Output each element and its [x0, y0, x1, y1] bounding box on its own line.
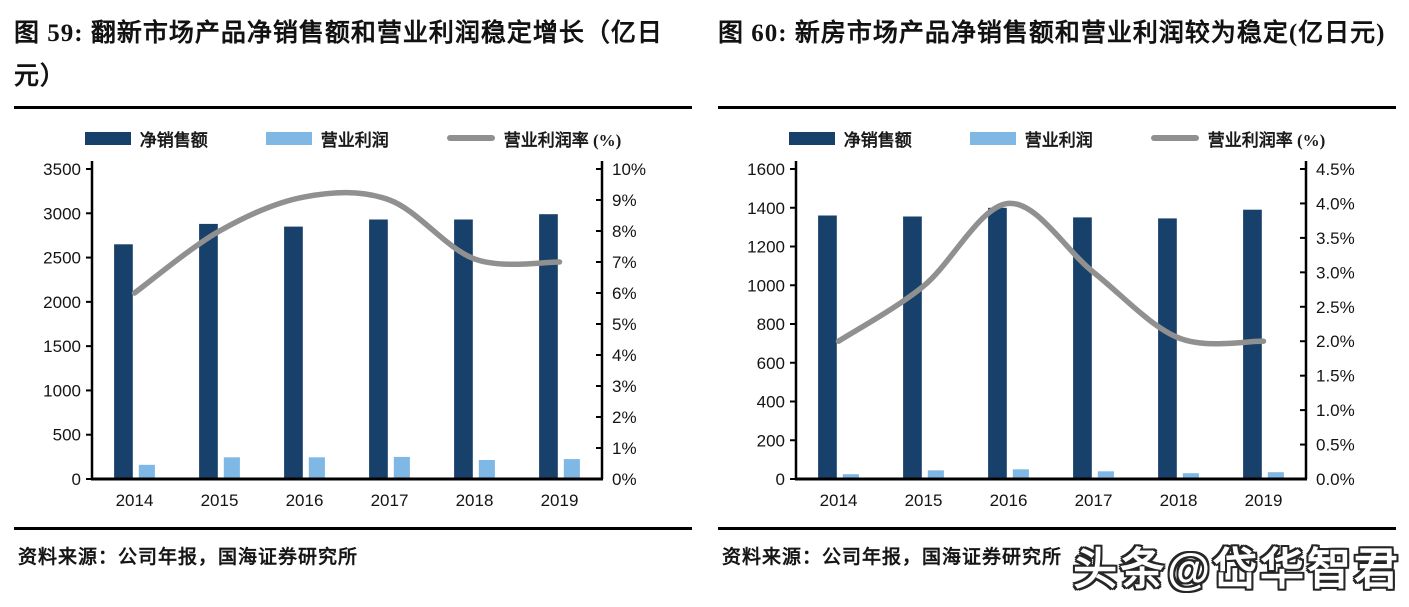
svg-text:0: 0 [72, 470, 81, 489]
figure-60-title-rule [718, 106, 1396, 109]
svg-text:2018: 2018 [456, 491, 494, 510]
figure-60-legend: 净销售额 营业利润 营业利润率 (%) [718, 126, 1396, 151]
svg-text:5%: 5% [612, 315, 637, 334]
svg-text:4.0%: 4.0% [1316, 194, 1355, 213]
figure-60-source: 资料来源：公司年报，国海证券研究所 [722, 547, 1063, 568]
svg-text:2015: 2015 [905, 491, 943, 510]
svg-text:2014: 2014 [116, 491, 154, 510]
svg-text:1600: 1600 [747, 160, 785, 179]
figure-59-title: 图 59: 翻新市场产品净销售额和营业利润稳定增长（亿日元） [14, 20, 663, 90]
svg-text:4.5%: 4.5% [1316, 160, 1355, 179]
svg-text:800: 800 [757, 315, 785, 334]
svg-text:2019: 2019 [1245, 491, 1283, 510]
net-sales-swatch-icon [788, 131, 835, 145]
chart-figure-60: 0 200 400 600 800 1000 1200 1400 1600 0.0% 0.5% 1.0… [747, 160, 1355, 510]
svg-text:8%: 8% [612, 222, 637, 241]
figure-59-source: 资料来源：公司年报，国海证券研究所 [18, 547, 359, 568]
operating-profit-swatch-icon [969, 131, 1016, 145]
svg-text:3000: 3000 [43, 204, 81, 223]
panel-figure-60: 图 60: 新房市场产品净销售额和营业利润较为稳定(亿日元) 净销售额 营业利润… [718, 4, 1396, 607]
svg-text:4%: 4% [612, 346, 637, 365]
svg-text:3%: 3% [612, 377, 637, 396]
svg-text:1.0%: 1.0% [1316, 401, 1355, 420]
svg-text:500: 500 [53, 426, 81, 445]
svg-text:2.0%: 2.0% [1316, 332, 1355, 351]
svg-text:0%: 0% [612, 470, 637, 489]
legend-label-operating-margin: 营业利润率 (%) [503, 130, 622, 150]
figure-59-legend: 净销售额 营业利润 营业利润率 (%) [14, 126, 692, 151]
svg-text:200: 200 [757, 431, 785, 450]
legend-item-operating-margin: 营业利润率 (%) [446, 126, 622, 151]
legend-item-net-sales: 净销售额 [84, 126, 208, 151]
svg-text:3.0%: 3.0% [1316, 263, 1355, 282]
legend-label-operating-margin: 营业利润率 (%) [1207, 130, 1326, 150]
legend-item-operating-profit: 营业利润 [265, 126, 389, 151]
svg-text:1400: 1400 [747, 199, 785, 218]
svg-text:2019: 2019 [541, 491, 579, 510]
svg-text:6%: 6% [612, 284, 637, 303]
legend-item-net-sales: 净销售额 [788, 126, 912, 151]
operating-margin-swatch-icon [446, 135, 495, 141]
svg-text:0.0%: 0.0% [1316, 470, 1355, 489]
svg-text:3500: 3500 [43, 160, 81, 179]
svg-text:10%: 10% [612, 160, 646, 179]
svg-text:1.5%: 1.5% [1316, 367, 1355, 386]
legend-label-operating-profit: 营业利润 [1024, 130, 1093, 150]
svg-text:1200: 1200 [747, 238, 785, 257]
svg-text:7%: 7% [612, 253, 637, 272]
svg-text:2016: 2016 [990, 491, 1028, 510]
panel-figure-59: 图 59: 翻新市场产品净销售额和营业利润稳定增长（亿日元） 净销售额 营业利润… [14, 4, 692, 607]
figure-60-title: 图 60: 新房市场产品净销售额和营业利润较为稳定(亿日元) [718, 20, 1386, 47]
svg-text:2018: 2018 [1160, 491, 1198, 510]
svg-text:2%: 2% [612, 408, 637, 427]
watermark: 头条@岱华智君 [1073, 545, 1401, 594]
svg-text:1000: 1000 [747, 276, 785, 295]
svg-text:400: 400 [757, 393, 785, 412]
svg-text:2016: 2016 [286, 491, 324, 510]
chart-figure-59: 0 500 1000 1500 2000 2500 3000 3500 0% 1% 2% 3% 4% 5%… [43, 160, 646, 510]
svg-text:9%: 9% [612, 191, 637, 210]
legend-label-net-sales: 净销售额 [139, 130, 208, 150]
svg-text:2014: 2014 [820, 491, 858, 510]
svg-text:2000: 2000 [43, 293, 81, 312]
svg-text:600: 600 [757, 354, 785, 373]
svg-text:2.5%: 2.5% [1316, 298, 1355, 317]
legend-label-operating-profit: 营业利润 [320, 130, 389, 150]
svg-text:2015: 2015 [201, 491, 239, 510]
legend-item-operating-margin: 营业利润率 (%) [1150, 126, 1326, 151]
operating-profit-swatch-icon [265, 131, 312, 145]
svg-text:3.5%: 3.5% [1316, 229, 1355, 248]
operating-margin-swatch-icon [1150, 135, 1199, 141]
svg-text:1500: 1500 [43, 337, 81, 356]
svg-text:2017: 2017 [1075, 491, 1113, 510]
svg-text:1000: 1000 [43, 381, 81, 400]
net-sales-swatch-icon [84, 131, 131, 145]
figure-59-title-rule [14, 106, 692, 109]
figure-59-source-rule [14, 527, 692, 530]
svg-text:0.5%: 0.5% [1316, 436, 1355, 455]
figure-60-source-rule [718, 527, 1396, 530]
svg-text:2500: 2500 [43, 249, 81, 268]
svg-text:2017: 2017 [371, 491, 409, 510]
svg-text:0: 0 [776, 470, 785, 489]
legend-item-operating-profit: 营业利润 [969, 126, 1093, 151]
svg-text:1%: 1% [612, 439, 637, 458]
legend-label-net-sales: 净销售额 [843, 130, 912, 150]
